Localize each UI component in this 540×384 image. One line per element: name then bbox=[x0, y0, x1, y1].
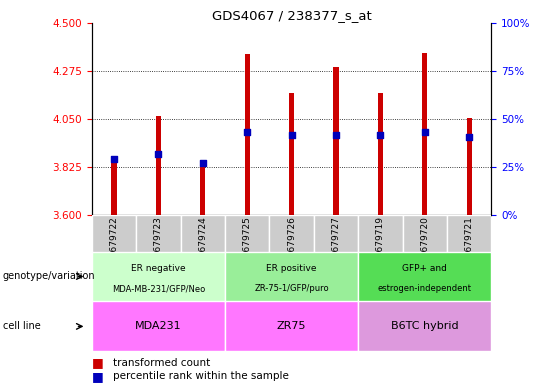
Text: ■: ■ bbox=[92, 356, 104, 369]
Bar bbox=[180, 215, 225, 252]
Text: genotype/variation: genotype/variation bbox=[3, 271, 96, 281]
Bar bbox=[200, 163, 205, 215]
Point bbox=[332, 132, 340, 138]
Text: GSM679726: GSM679726 bbox=[287, 216, 296, 271]
Bar bbox=[225, 252, 358, 301]
Bar bbox=[245, 54, 250, 215]
Text: ZR75: ZR75 bbox=[277, 321, 306, 331]
Text: GSM679721: GSM679721 bbox=[465, 216, 474, 271]
Bar bbox=[358, 301, 491, 351]
Bar bbox=[422, 53, 428, 215]
Bar bbox=[358, 215, 403, 252]
Bar bbox=[136, 215, 180, 252]
Bar bbox=[333, 67, 339, 215]
Point bbox=[287, 132, 296, 138]
Bar bbox=[447, 215, 491, 252]
Point bbox=[243, 129, 252, 135]
Bar bbox=[111, 161, 117, 215]
Text: ZR-75-1/GFP/puro: ZR-75-1/GFP/puro bbox=[254, 285, 329, 293]
Point bbox=[110, 156, 118, 162]
Text: GSM679719: GSM679719 bbox=[376, 216, 385, 271]
Bar bbox=[314, 215, 358, 252]
Text: MDA231: MDA231 bbox=[135, 321, 182, 331]
Text: estrogen-independent: estrogen-independent bbox=[378, 285, 472, 293]
Bar bbox=[403, 215, 447, 252]
Bar bbox=[92, 252, 225, 301]
Point bbox=[199, 160, 207, 166]
Point bbox=[154, 151, 163, 157]
Text: GSM679724: GSM679724 bbox=[198, 216, 207, 271]
Point bbox=[465, 134, 474, 140]
Text: GSM679722: GSM679722 bbox=[110, 216, 118, 271]
Bar bbox=[467, 118, 472, 215]
Text: GSM679723: GSM679723 bbox=[154, 216, 163, 271]
Bar bbox=[92, 301, 225, 351]
Title: GDS4067 / 238377_s_at: GDS4067 / 238377_s_at bbox=[212, 9, 372, 22]
Text: transformed count: transformed count bbox=[113, 358, 211, 368]
Text: ER positive: ER positive bbox=[266, 265, 317, 273]
Bar bbox=[289, 93, 294, 215]
Bar bbox=[92, 215, 136, 252]
Text: ER negative: ER negative bbox=[131, 265, 186, 273]
Bar bbox=[225, 301, 358, 351]
Point bbox=[376, 132, 384, 138]
Text: GSM679727: GSM679727 bbox=[332, 216, 341, 271]
Text: B6TC hybrid: B6TC hybrid bbox=[391, 321, 458, 331]
Bar bbox=[156, 116, 161, 215]
Bar bbox=[378, 93, 383, 215]
Text: GFP+ and: GFP+ and bbox=[402, 265, 447, 273]
Text: percentile rank within the sample: percentile rank within the sample bbox=[113, 371, 289, 381]
Text: cell line: cell line bbox=[3, 321, 40, 331]
Bar bbox=[358, 252, 491, 301]
Bar bbox=[225, 215, 269, 252]
Text: GSM679720: GSM679720 bbox=[420, 216, 429, 271]
Bar bbox=[269, 215, 314, 252]
Text: GSM679725: GSM679725 bbox=[242, 216, 252, 271]
Point bbox=[421, 129, 429, 135]
Text: MDA-MB-231/GFP/Neo: MDA-MB-231/GFP/Neo bbox=[112, 285, 205, 293]
Text: ■: ■ bbox=[92, 370, 104, 383]
